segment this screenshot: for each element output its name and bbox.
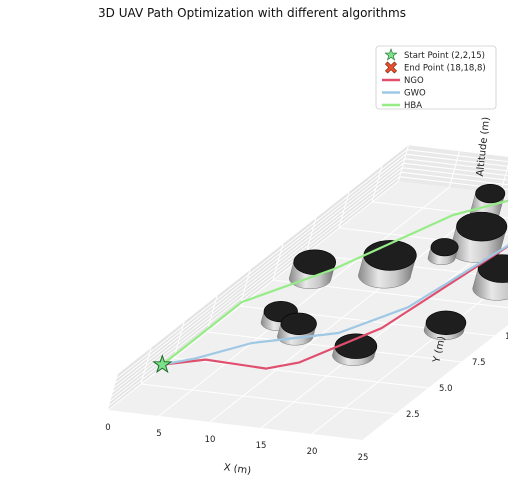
- obstacle-cylinder: [472, 254, 508, 301]
- grid-line-z: [110, 171, 508, 402]
- grid-line-y: [338, 191, 508, 249]
- x-tick-label: 5: [156, 429, 161, 439]
- grid-line-z: [111, 167, 508, 397]
- obstacle-cylinder: [288, 249, 337, 290]
- grid-line-z: [115, 153, 508, 384]
- cylinder-top: [280, 312, 317, 335]
- legend-entry: End Point (18,18,8): [384, 61, 486, 74]
- legend-label: Start Point (2,2,15): [404, 51, 485, 61]
- obstacles: [260, 184, 508, 366]
- legend-entry: HBA: [382, 101, 422, 111]
- obstacle-cylinder: [449, 211, 508, 263]
- x-tick-label: 25: [358, 453, 369, 463]
- legend-entry: GWO: [382, 89, 426, 99]
- grid-line-z: [113, 158, 508, 388]
- legend-swatch: [384, 48, 398, 61]
- legend-entry: Start Point (2,2,15): [384, 48, 485, 61]
- path-hba: [161, 199, 508, 366]
- paths: [161, 199, 508, 370]
- obstacle-cylinder: [427, 238, 459, 266]
- y-tick-label: 5.0: [439, 384, 453, 394]
- y-tick-label: 7.5: [472, 358, 486, 368]
- x-tick-label: 15: [256, 441, 267, 451]
- grid-line-y: [206, 295, 463, 363]
- cylinder-top: [363, 240, 417, 271]
- floor-pane: [108, 181, 508, 440]
- x-axis-label: X (m): [223, 462, 252, 477]
- obstacle-cylinder: [423, 310, 467, 341]
- legend-box: [375, 45, 497, 110]
- legend-label: End Point (18,18,8): [404, 64, 486, 74]
- grid-line-z: [116, 149, 508, 379]
- x-tick-label: 20: [307, 447, 318, 457]
- x-tick-label: 10: [205, 435, 216, 445]
- cylinder-top: [425, 310, 467, 335]
- grid-line-z: [112, 162, 508, 393]
- path-gwo: [162, 244, 508, 366]
- axis-panes: [108, 145, 508, 440]
- grid-line-x: [362, 325, 508, 441]
- legend-label: GWO: [404, 89, 426, 99]
- cylinder-top: [430, 238, 459, 257]
- legend: Start Point (2,2,15) End Point (18,18,8) N…: [375, 45, 497, 111]
- legend-label: NGO: [404, 76, 424, 86]
- obstacle-cylinder: [358, 240, 417, 289]
- start-marker: [152, 354, 173, 374]
- grid-line-x: [311, 278, 508, 435]
- grid-line-y: [140, 347, 397, 415]
- markers: [152, 354, 173, 374]
- cylinder-top: [334, 333, 378, 359]
- x-tick-label: 0: [105, 423, 110, 433]
- cylinder-top: [456, 211, 508, 242]
- grid-line-y: [173, 321, 430, 389]
- obstacle-cylinder: [332, 333, 378, 366]
- grid-line-x: [158, 151, 460, 417]
- grid-line-x: [107, 145, 409, 411]
- tick-labels: 05101520252.55.07.510.012.515.017.520.00…: [105, 332, 508, 463]
- grid-line-y: [272, 243, 508, 309]
- legend-label: HBA: [404, 101, 422, 111]
- cylinder-top: [293, 249, 337, 275]
- path-ngo: [162, 245, 508, 370]
- y-tick-label: 2.5: [406, 410, 420, 420]
- legend-entry: NGO: [382, 76, 424, 86]
- y-tick-label: 10.0: [505, 332, 508, 342]
- cylinder-top: [475, 184, 506, 204]
- legend-swatch: [384, 61, 398, 74]
- grid-line-y: [371, 165, 508, 219]
- grid-line-y: [239, 269, 496, 337]
- chart-title: 3D UAV Path Optimization with different …: [98, 6, 406, 20]
